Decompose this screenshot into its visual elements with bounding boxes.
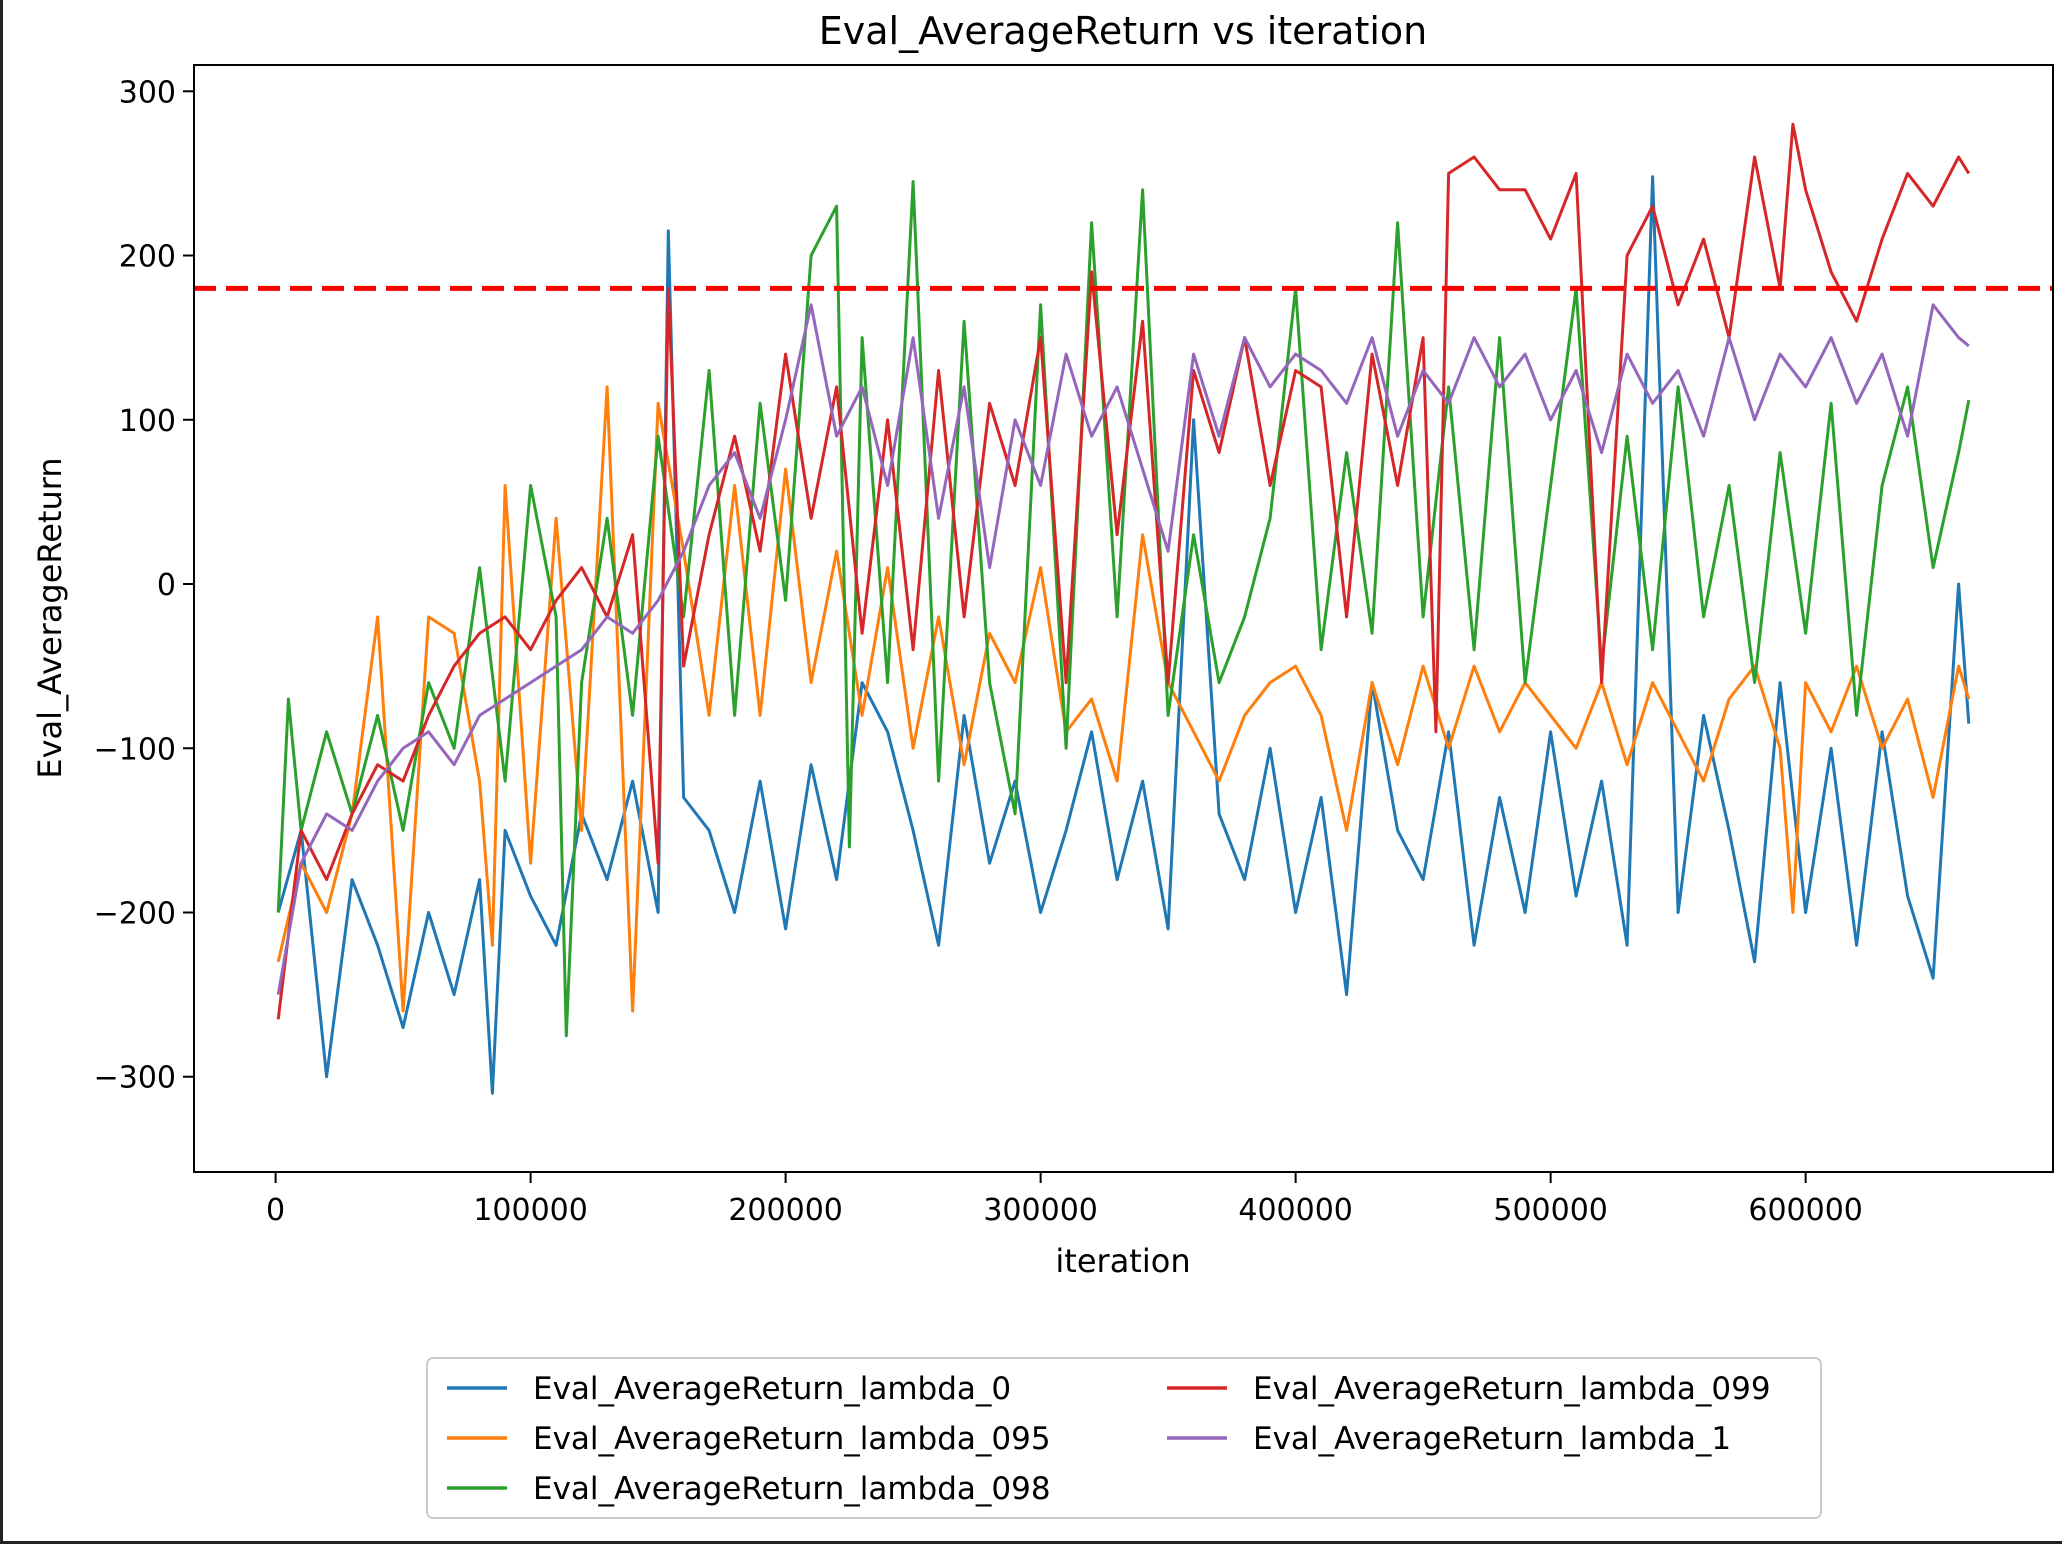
y-tick-label: −100 (94, 732, 176, 767)
x-axis-ticks: 0 100000 200000 300000 400000 500000 600000 (266, 1172, 1863, 1228)
x-tick-label: 500000 (1493, 1193, 1608, 1228)
y-tick-label: −200 (94, 896, 176, 931)
legend: Eval_AverageReturn_lambda_0 Eval_AverageR… (426, 1357, 1822, 1519)
legend-label-3: Eval_AverageReturn_lambda_099 (1253, 1371, 1771, 1407)
y-tick-label: 100 (119, 404, 176, 439)
x-tick-label: 600000 (1748, 1193, 1863, 1228)
x-tick-label: 200000 (728, 1193, 843, 1228)
line-chart: Eval_AverageReturn vs iteration 0 100000 2… (31, 9, 2054, 1519)
x-tick-label: 300000 (983, 1193, 1098, 1228)
legend-label-0: Eval_AverageReturn_lambda_0 (533, 1371, 1011, 1407)
legend-label-2: Eval_AverageReturn_lambda_098 (533, 1471, 1051, 1507)
y-tick-label: −300 (94, 1061, 176, 1096)
x-tick-label: 400000 (1238, 1193, 1353, 1228)
legend-box (426, 1357, 1822, 1519)
series-line-4 (276, 303, 1970, 995)
x-tick-label: 0 (266, 1193, 285, 1228)
x-axis-label: iteration (1055, 1242, 1190, 1280)
y-tick-label: 200 (119, 240, 176, 275)
series-line-1 (276, 385, 1971, 1013)
series-layer (276, 122, 1971, 1095)
y-tick-label: 0 (157, 568, 176, 603)
y-axis-ticks: 300 200 100 0 −100 −200 −300 (94, 75, 194, 1096)
x-tick-label: 100000 (473, 1193, 588, 1228)
legend-label-4: Eval_AverageReturn_lambda_1 (1253, 1421, 1731, 1457)
series-line-3 (276, 122, 1971, 1020)
legend-label-1: Eval_AverageReturn_lambda_095 (533, 1421, 1051, 1457)
y-tick-label: 300 (119, 75, 176, 110)
plot-area (193, 64, 2054, 1173)
y-axis-label: Eval_AverageReturn (31, 457, 69, 778)
series-line-0 (276, 175, 1971, 1095)
series-line-2 (276, 180, 1971, 1038)
chart-title: Eval_AverageReturn vs iteration (819, 9, 1427, 53)
